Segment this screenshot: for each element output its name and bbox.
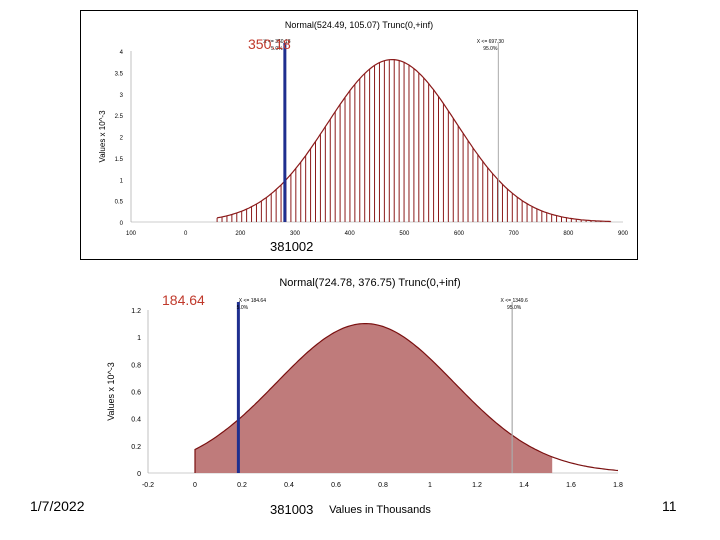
marker-label-left: X <= 350.18 [263,39,290,45]
marker-pct-right: 95.0% [483,46,498,52]
y-axis-label: Values x 10^-3 [98,110,107,163]
marker-label-right: X <= 1349.6 [501,298,528,304]
y-tick-label: 2.5 [115,114,124,120]
y-tick-label: 1 [120,178,124,184]
x-tick-label: 100 [126,231,137,237]
density-curve [194,322,619,473]
x-tick-label: 0.6 [331,482,341,489]
x-tick-label: -0.2 [142,482,154,489]
marker-label-right: X <= 697.30 [477,39,504,45]
y-tick-label: 0.8 [131,362,141,369]
y-tick-label: 3.5 [115,71,124,77]
x-tick-label: 800 [563,231,574,237]
x-tick-label: 0.8 [378,482,388,489]
slide-page-number: 11 [662,498,677,514]
marker-pct-right: 95.0% [507,305,522,311]
overlay-value-bottom: 184.64 [162,292,205,308]
normal-distribution-chart-bottom: Normal(724.78, 376.75) Trunc(0,+inf) Valu… [106,277,623,516]
x-tick-label: 500 [399,231,410,237]
chart-bottom: Normal(724.78, 376.75) Trunc(0,+inf) Valu… [100,270,640,516]
label-top: 381002 [270,239,314,254]
density-curve [217,58,611,223]
y-tick-label: 0.6 [131,390,141,397]
x-tick-label: 200 [235,231,246,237]
marker-pct-left: 5.0% [271,46,283,52]
x-tick-label: 0.2 [237,482,247,489]
y-tick-label: 0.2 [131,444,141,451]
x-tick-label: 600 [454,231,465,237]
x-tick-label: 0 [184,231,188,237]
overlay-value-top: 350.18 [248,36,291,52]
y-tick-label: 3 [120,93,124,99]
x-tick-label: 0.4 [284,482,294,489]
y-axis-label: Values x 10^-3 [106,362,116,421]
y-tick-label: 1.5 [115,157,124,163]
y-tick-label: 0 [120,221,124,227]
x-tick-label: 1.6 [566,482,576,489]
y-tick-label: 0.5 [115,200,124,206]
marker-pct-left: 5.0% [237,305,249,311]
x-axis-label: Values in Thousands [329,504,431,515]
x-tick-label: 1 [428,482,432,489]
chart-title: Normal(724.78, 376.75) Trunc(0,+inf) [279,277,460,289]
x-tick-label: 1.8 [613,482,623,489]
y-tick-label: 0.4 [131,417,141,424]
density-area [195,323,553,473]
slide-date: 1/7/2022 [30,498,85,514]
chart-top: Normal(524.49, 105.07) Trunc(0,+inf) Valu… [80,10,638,260]
x-tick-label: 1.4 [519,482,529,489]
y-tick-label: 1 [137,335,141,342]
y-tick-label: 4 [120,50,124,56]
normal-distribution-chart-top: Normal(524.49, 105.07) Trunc(0,+inf) Valu… [98,20,629,237]
x-tick-label: 1.2 [472,482,482,489]
y-tick-label: 2 [120,136,124,142]
x-tick-label: 400 [345,231,356,237]
chart-title: Normal(524.49, 105.07) Trunc(0,+inf) [285,20,433,30]
marker-label-left: X <= 184.64 [239,298,266,304]
y-tick-label: 1.2 [131,308,141,315]
x-tick-label: 900 [618,231,629,237]
y-tick-label: 0 [137,471,141,478]
label-bottom: 381003 [270,502,314,517]
x-tick-label: 0 [193,482,197,489]
x-tick-label: 700 [509,231,520,237]
x-tick-label: 300 [290,231,301,237]
